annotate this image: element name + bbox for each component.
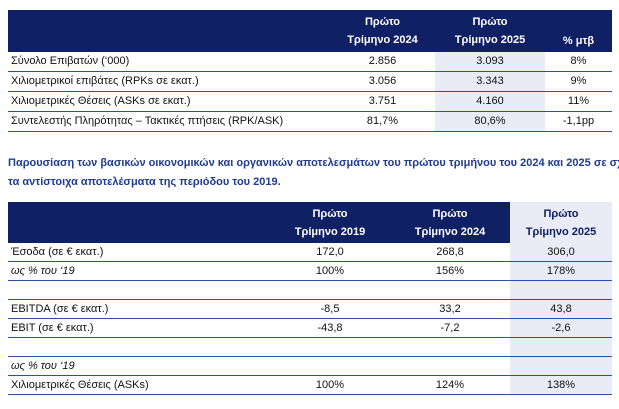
cell-value: 8% [570,55,587,67]
cell-value: -2,6 [551,322,571,334]
column-header: Πρώτο Τρίμηνο 2025 [510,202,612,243]
header-line: Πρώτο [543,208,579,220]
row-line [8,319,612,338]
row-line [8,72,612,92]
column-shade [510,281,612,300]
cell-value: 3.751 [368,95,397,107]
column-shade [435,52,545,72]
header-line: Πρώτο [432,208,468,220]
cell-value: -8,5 [320,303,340,315]
column-shade [435,92,545,112]
row-line [8,262,612,281]
cell-value: 80,6% [474,115,506,127]
row-label: Έσοδα (σε € εκατ.) [11,246,104,258]
cell-value: 3.343 [476,75,504,87]
column-header: Πρώτο Τρίμηνο 2024 [330,10,435,52]
table-header [8,10,612,52]
row-label: ως % του ‘19 [11,265,75,277]
cell-value: 100% [315,379,345,391]
cell-value: 3.093 [476,55,504,67]
row-line [8,243,612,262]
cell-value: 3.056 [368,75,397,87]
column-shade [435,72,545,92]
header-line: Πρώτο [312,208,348,220]
header-line: Τρίμηνο 2019 [294,226,366,238]
header-line: Τρίμηνο 2024 [347,34,418,46]
cell-value: 81,7% [366,115,399,127]
row-line [8,92,612,112]
cell-value: 124% [435,379,465,391]
cell-value: 306,0 [547,246,575,258]
cell-value: 43,8 [550,303,572,315]
row-label: Χιλιομετρικές Θέσεις (ASKs σε εκατ.) [11,95,191,107]
cell-value: 156% [435,265,465,277]
header-line: Πρώτο [472,16,508,28]
paragraph-line: Παρουσίαση των βασικών οικονομικών και ο… [8,157,619,169]
row-line [8,281,612,300]
column-shade [510,338,612,357]
cell-value: -1,1pp [562,115,595,127]
row-line [8,338,612,357]
column-shade [435,112,545,132]
cell-value: 4.160 [476,95,504,107]
paragraph-line: τα αντίστοιχα αποτελέσματα της περιόδου … [8,176,281,188]
cell-value: 138% [546,379,576,391]
column-header: % μτβ [545,10,612,52]
row-label: Σύνολο Επιβατών (‘000) [11,55,130,67]
column-shade [510,300,612,319]
column-header: Πρώτο Τρίμηνο 2019 [270,202,390,243]
row-label: Συντελεστής Πληρότητας – Τακτικές πτήσει… [11,115,284,127]
cell-value: -7,2 [440,322,460,334]
column-shade [510,243,612,262]
row-line [8,112,612,132]
cell-value: 100% [315,265,345,277]
header-line: Τρίμηνο 2025 [525,226,597,238]
row-line [8,52,612,72]
cell-value: 172,0 [316,246,344,258]
row-label: ως % του ‘19 [11,360,75,372]
row-label: EBIT (σε € εκατ.) [11,322,94,334]
cell-value: 2.856 [368,55,397,67]
column-shade [510,357,612,376]
header-line: Τρίμηνο 2025 [454,34,526,46]
row-label: EBITDA (σε € εκατ.) [11,303,109,315]
header-line: Τρίμηνο 2024 [414,226,486,238]
cell-value: 9% [570,75,587,87]
row-line [8,300,612,319]
column-shade [510,262,612,281]
cell-value: 178% [546,265,576,277]
cell-value: 268,8 [436,246,464,258]
cell-value: 11% [567,95,590,107]
row-line [8,357,612,376]
cell-value: -43,8 [317,322,343,334]
header-line: Πρώτο [364,16,401,28]
column-header: Πρώτο Τρίμηνο 2025 [435,10,545,52]
column-shade [510,319,612,338]
column-header: Πρώτο Τρίμηνο 2024 [390,202,510,243]
header-line: % μτβ [562,35,595,47]
cell-value: 33,2 [439,303,461,315]
row-label: Χιλιομετρικές Θέσεις (ASKs) [11,379,149,391]
row-line [8,376,612,395]
column-shade [510,376,612,395]
row-label: Χιλιομετρικοί επιβάτες (RPKs σε εκατ.) [11,75,199,87]
